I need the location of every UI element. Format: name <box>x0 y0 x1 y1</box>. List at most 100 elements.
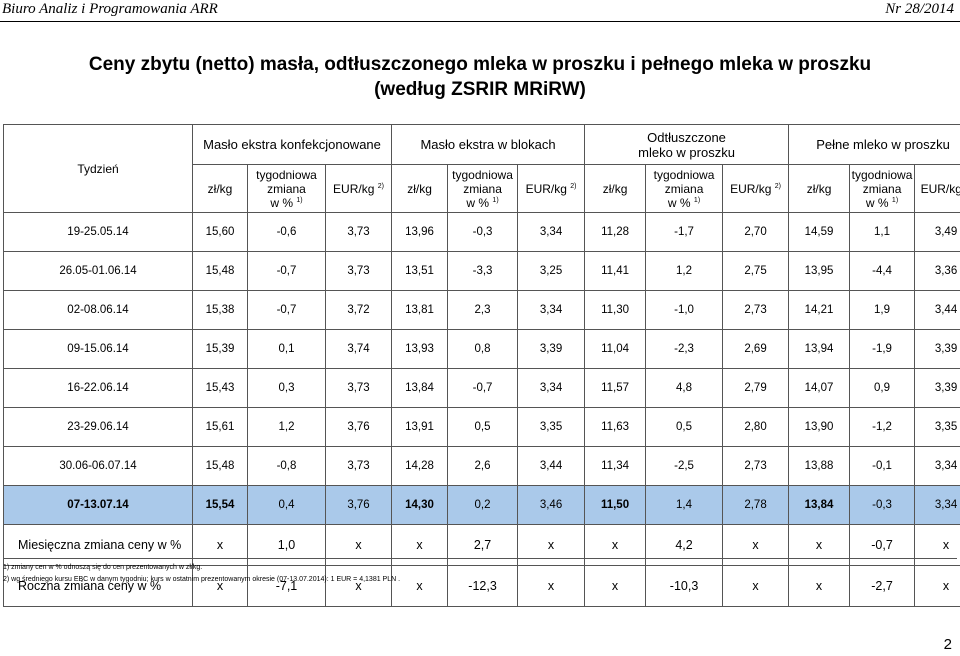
table-row: 16-22.06.14 15,43 0,3 3,73 13,84 -0,7 3,34 11,5… <box>3 368 960 408</box>
value-cell: -1,9 <box>849 329 916 369</box>
week-cell: 30.06-06.07.14 <box>3 446 193 486</box>
week-cell: 16-22.06.14 <box>3 368 193 408</box>
value-cell: 1,1 <box>849 212 916 252</box>
unit-header-change: tygodniowa zmiana w % 1) <box>247 164 326 213</box>
value-cell: 3,35 <box>914 407 960 447</box>
value-cell: 14,28 <box>391 446 449 486</box>
value-cell: 11,04 <box>584 329 647 369</box>
value-cell: -0,7 <box>849 524 916 566</box>
value-cell: 15,60 <box>192 212 248 252</box>
value-cell: 0,9 <box>849 368 916 408</box>
value-cell: 2,69 <box>722 329 790 369</box>
value-cell: -7,1 <box>247 565 326 607</box>
value-cell: 3,49 <box>914 212 960 252</box>
value-cell: 0,8 <box>447 329 519 369</box>
unit-header-pln: zł/kg <box>788 164 851 213</box>
table-body: 19-25.05.14 15,60 -0,6 3,73 13,96 -0,3 3,34 11,… <box>3 212 960 525</box>
page-title: Ceny zbytu (netto) masła, odtłuszczonego… <box>88 54 872 75</box>
group-header-butter-packed: Masło ekstra konfekcjonowane <box>191 124 393 165</box>
value-cell: 0,3 <box>247 368 326 408</box>
table-row: 09-15.06.14 15,39 0,1 3,74 13,93 0,8 3,39 11,04… <box>3 329 960 369</box>
publisher-name: Biuro Analiz i Programowania ARR <box>2 1 218 17</box>
value-cell: x <box>722 565 790 607</box>
value-cell: 3,34 <box>914 485 960 525</box>
value-cell: 14,21 <box>788 290 851 330</box>
value-cell: 3,72 <box>324 290 393 330</box>
value-cell: 3,74 <box>324 329 393 369</box>
value-cell: 3,73 <box>324 212 393 252</box>
value-cell: x <box>914 524 960 566</box>
group-header-whole-milk-powder: Pełne mleko w proszku <box>788 124 960 165</box>
value-cell: 0,5 <box>645 407 724 447</box>
value-cell: -0,8 <box>247 446 326 486</box>
table-row: 30.06-06.07.14 15,48 -0,8 3,73 14,28 2,6 3,44 1… <box>3 446 960 486</box>
table-row: 07-13.07.14 15,54 0,4 3,76 14,30 0,2 3,46 11,50… <box>3 485 960 525</box>
value-cell: 0,2 <box>447 485 519 525</box>
value-cell: 3,39 <box>914 329 960 369</box>
value-cell: 3,44 <box>914 290 960 330</box>
week-cell: 09-15.06.14 <box>3 329 193 369</box>
group-header-butter-blocks: Masło ekstra w blokach <box>391 124 586 165</box>
value-cell: -12,3 <box>447 565 519 607</box>
value-cell: x <box>324 524 393 566</box>
value-cell: 13,84 <box>788 485 851 525</box>
header-row-groups: Tydzień Masło ekstra konfekcjonowane Mas… <box>3 124 960 213</box>
value-cell: 14,30 <box>391 485 449 525</box>
value-cell: -2,7 <box>849 565 916 607</box>
value-cell: -1,2 <box>849 407 916 447</box>
value-cell: 15,61 <box>192 407 248 447</box>
value-cell: 3,35 <box>517 407 586 447</box>
value-cell: 13,90 <box>788 407 851 447</box>
value-cell: -2,5 <box>645 446 724 486</box>
value-cell: 13,88 <box>788 446 851 486</box>
price-table: Tydzień Masło ekstra konfekcjonowane Mas… <box>3 124 960 607</box>
value-cell: 3,39 <box>914 368 960 408</box>
value-cell: 13,94 <box>788 329 851 369</box>
value-cell: 3,76 <box>324 485 393 525</box>
value-cell: -3,3 <box>447 251 519 291</box>
value-cell: -4,4 <box>849 251 916 291</box>
unit-header-eur: EUR/kg 2) <box>517 164 586 213</box>
footnote-2: 2) wg średniego kursu EBC w danym tygodn… <box>3 576 401 583</box>
value-cell: -1,0 <box>645 290 724 330</box>
value-cell: 11,28 <box>584 212 647 252</box>
value-cell: x <box>324 565 393 607</box>
value-cell: 3,34 <box>517 212 586 252</box>
value-cell: 4,8 <box>645 368 724 408</box>
value-cell: 3,46 <box>517 485 586 525</box>
unit-header-eur: EUR/kg 2) <box>914 164 960 213</box>
value-cell: x <box>192 524 248 566</box>
value-cell: -0,6 <box>247 212 326 252</box>
week-cell: 07-13.07.14 <box>3 485 193 525</box>
page-number: 2 <box>943 636 952 653</box>
value-cell: 13,91 <box>391 407 449 447</box>
value-cell: 3,36 <box>914 251 960 291</box>
yearly-change-row: Roczna zmiana ceny w % x -7,1 x x -12,3 x x -10… <box>3 565 960 607</box>
week-column-header: Tydzień <box>3 124 193 213</box>
week-cell: 02-08.06.14 <box>3 290 193 330</box>
unit-header-pln: zł/kg <box>192 164 248 213</box>
unit-header-pln: zł/kg <box>391 164 449 213</box>
value-cell: 15,54 <box>192 485 248 525</box>
value-cell: 11,63 <box>584 407 647 447</box>
value-cell: -2,3 <box>645 329 724 369</box>
value-cell: 3,34 <box>517 290 586 330</box>
value-cell: 3,25 <box>517 251 586 291</box>
value-cell: 15,38 <box>192 290 248 330</box>
value-cell: 0,1 <box>247 329 326 369</box>
value-cell: -0,7 <box>447 368 519 408</box>
value-cell: 2,73 <box>722 290 790 330</box>
value-cell: 11,34 <box>584 446 647 486</box>
value-cell: 3,73 <box>324 446 393 486</box>
unit-header-pln: zł/kg <box>584 164 647 213</box>
value-cell: x <box>517 565 586 607</box>
value-cell: x <box>788 524 851 566</box>
value-cell: x <box>584 524 647 566</box>
value-cell: x <box>517 524 586 566</box>
value-cell: 15,43 <box>192 368 248 408</box>
value-cell: 3,34 <box>517 368 586 408</box>
value-cell: x <box>391 565 449 607</box>
value-cell: -10,3 <box>645 565 724 607</box>
value-cell: 2,75 <box>722 251 790 291</box>
monthly-change-row: Miesięczna zmiana ceny w % x 1,0 x x 2,7 x x 4,… <box>3 524 960 566</box>
